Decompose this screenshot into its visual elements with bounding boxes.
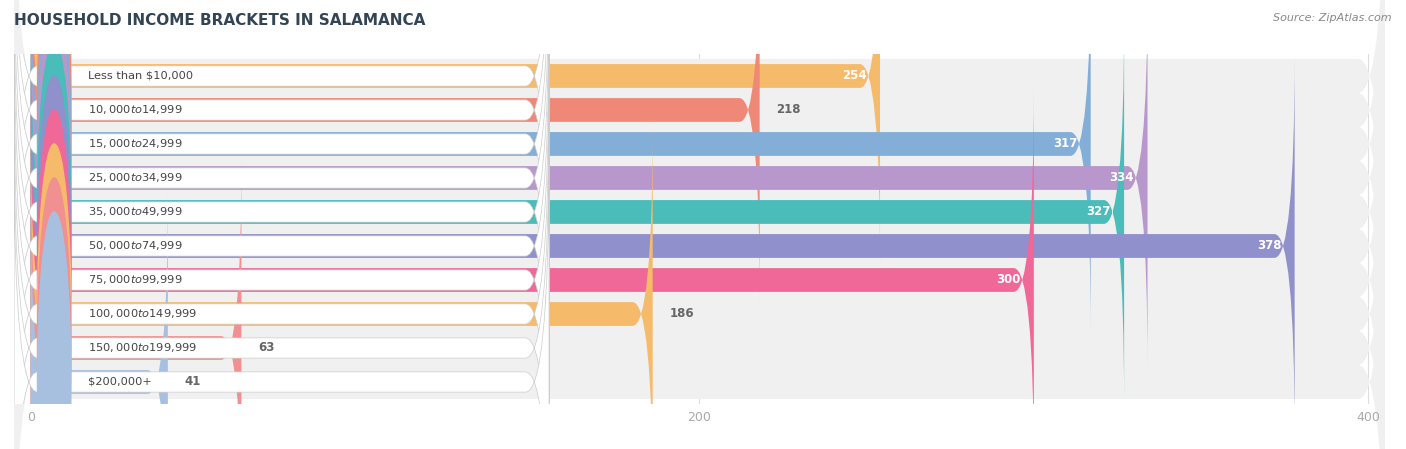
Text: 300: 300 [995,273,1021,286]
Text: $150,000 to $199,999: $150,000 to $199,999 [87,342,197,355]
FancyBboxPatch shape [14,0,1385,449]
Circle shape [38,0,70,314]
Text: 317: 317 [1053,137,1077,150]
Text: HOUSEHOLD INCOME BRACKETS IN SALAMANCA: HOUSEHOLD INCOME BRACKETS IN SALAMANCA [14,13,426,28]
Text: 186: 186 [669,308,695,321]
FancyBboxPatch shape [14,93,1385,449]
FancyBboxPatch shape [14,154,548,449]
Text: Source: ZipAtlas.com: Source: ZipAtlas.com [1274,13,1392,23]
FancyBboxPatch shape [14,0,548,304]
FancyBboxPatch shape [14,0,548,440]
Text: 218: 218 [776,103,801,116]
FancyBboxPatch shape [14,0,1385,433]
Text: 254: 254 [842,70,866,83]
FancyBboxPatch shape [31,190,167,449]
Circle shape [38,144,70,449]
Text: $35,000 to $49,999: $35,000 to $49,999 [87,206,183,219]
Circle shape [38,178,70,449]
Text: $15,000 to $24,999: $15,000 to $24,999 [87,137,183,150]
FancyBboxPatch shape [14,0,548,372]
Circle shape [38,110,70,449]
FancyBboxPatch shape [14,127,1385,449]
FancyBboxPatch shape [31,0,1091,336]
FancyBboxPatch shape [14,25,1385,449]
Text: Less than $10,000: Less than $10,000 [87,71,193,81]
FancyBboxPatch shape [31,0,1147,370]
FancyBboxPatch shape [31,0,759,302]
FancyBboxPatch shape [31,156,242,449]
FancyBboxPatch shape [14,0,1385,365]
FancyBboxPatch shape [14,59,1385,449]
Text: $75,000 to $99,999: $75,000 to $99,999 [87,273,183,286]
FancyBboxPatch shape [14,0,1385,449]
FancyBboxPatch shape [14,0,548,338]
Circle shape [38,76,70,416]
FancyBboxPatch shape [31,0,880,268]
Circle shape [38,0,70,280]
FancyBboxPatch shape [14,52,548,449]
Text: 378: 378 [1257,239,1281,252]
FancyBboxPatch shape [14,86,548,449]
Text: 327: 327 [1087,206,1111,219]
Text: 63: 63 [259,342,274,355]
FancyBboxPatch shape [14,18,548,449]
Circle shape [38,8,70,348]
Text: 41: 41 [184,375,201,388]
FancyBboxPatch shape [31,122,652,449]
FancyBboxPatch shape [14,0,1385,399]
Circle shape [38,42,70,382]
FancyBboxPatch shape [31,54,1295,438]
Text: $10,000 to $14,999: $10,000 to $14,999 [87,103,183,116]
FancyBboxPatch shape [31,88,1033,449]
Text: $200,000+: $200,000+ [87,377,152,387]
Text: $25,000 to $34,999: $25,000 to $34,999 [87,172,183,185]
FancyBboxPatch shape [31,20,1125,404]
FancyBboxPatch shape [14,0,1385,331]
Circle shape [38,212,70,449]
FancyBboxPatch shape [14,120,548,449]
Text: $50,000 to $74,999: $50,000 to $74,999 [87,239,183,252]
FancyBboxPatch shape [14,0,548,406]
Text: $100,000 to $149,999: $100,000 to $149,999 [87,308,197,321]
Circle shape [38,0,70,246]
Text: 334: 334 [1109,172,1135,185]
